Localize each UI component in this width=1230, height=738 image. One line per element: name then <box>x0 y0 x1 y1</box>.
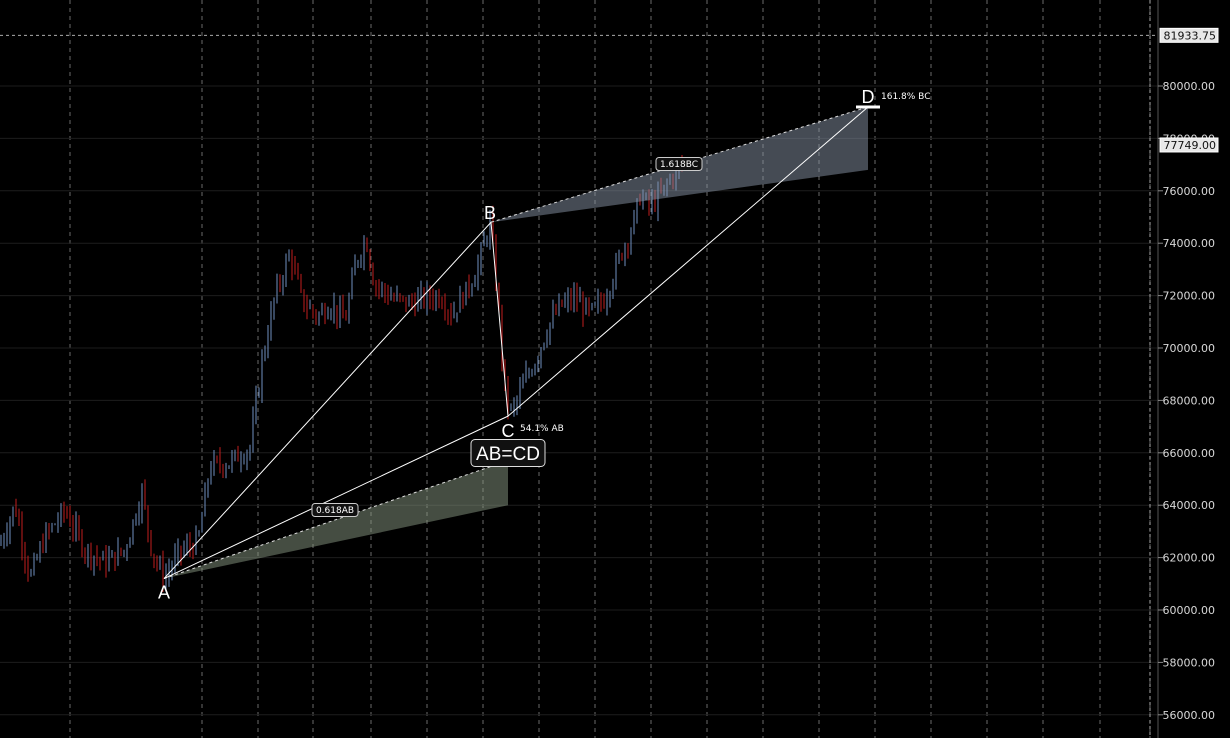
axis-tick-label: 60000.00 <box>1163 604 1216 617</box>
pattern-name-tag: AB=CD <box>470 439 546 467</box>
axis-tick-label: 74000.00 <box>1163 237 1216 250</box>
axis-tick-label: 64000.00 <box>1163 499 1216 512</box>
chart-grid <box>0 0 1158 738</box>
tag-1618bc: 1.618BC <box>655 157 703 171</box>
axis-tick-label: 76000.00 <box>1163 185 1216 198</box>
axis-tick-label: 70000.00 <box>1163 342 1216 355</box>
current-price-box: 77749.00 <box>1159 137 1219 153</box>
axis-tick-label: 80000.00 <box>1163 80 1216 93</box>
crosshair <box>0 0 1158 738</box>
abcd-pattern[interactable]: A B C D 54.1% AB 161.8% BC 0.618AB 1.618… <box>158 87 930 603</box>
tag-0618ab: 0.618AB <box>311 503 359 517</box>
ab-projection-line <box>163 460 509 580</box>
axis-tick-label: 56000.00 <box>1163 709 1216 722</box>
ratio-d-label: 161.8% BC <box>881 92 930 102</box>
ac-connector-line <box>163 415 509 580</box>
pattern-name-text: AB=CD <box>476 444 540 465</box>
axis-tick-label: 58000.00 <box>1163 656 1216 669</box>
axis-tick-label: 68000.00 <box>1163 394 1216 407</box>
point-a-label: A <box>158 583 170 603</box>
point-b-label: B <box>484 203 496 223</box>
tag-1618bc-text: 1.618BC <box>660 160 698 170</box>
crosshair-price-text: 81933.75 <box>1164 29 1217 42</box>
axis-tick-label: 72000.00 <box>1163 290 1216 303</box>
abcd-zigzag-line[interactable] <box>163 106 869 579</box>
point-d-label: D <box>862 87 875 107</box>
point-c-label: C <box>502 421 515 441</box>
price-axis: 56000.00 58000.00 60000.00 62000.00 64000.00… <box>1157 0 1216 738</box>
tag-0618ab-text: 0.618AB <box>316 506 354 516</box>
current-price-text: 77749.00 <box>1164 139 1217 152</box>
ratio-c-label: 54.1% AB <box>520 424 564 434</box>
axis-tick-label: 66000.00 <box>1163 447 1216 460</box>
axis-tick-label: 62000.00 <box>1163 552 1216 565</box>
crosshair-price-box: 81933.75 <box>1159 27 1219 43</box>
